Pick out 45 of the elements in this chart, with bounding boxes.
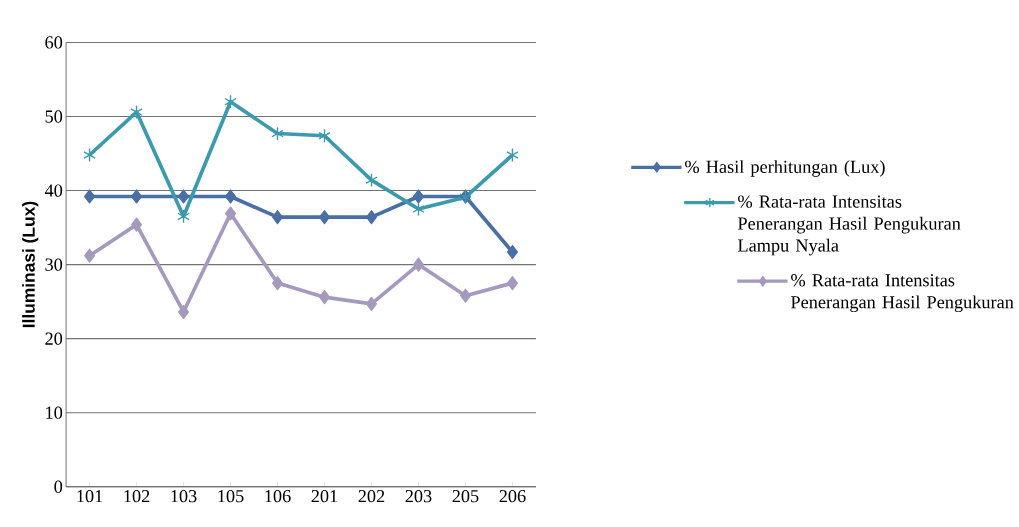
point [412,257,424,272]
point [506,275,518,290]
x-tick-label: 206 [499,489,526,503]
legend-label: % Hasil perhitungan (Lux) [685,159,885,177]
point [459,288,471,303]
point [225,189,237,204]
point [225,206,237,221]
x-tick-label: 105 [218,489,244,503]
x-tick-label: 103 [171,489,197,503]
point [131,189,143,204]
y-tick-label: 40 [44,184,63,197]
x-tick-label: 202 [358,489,385,503]
point [412,189,424,204]
point [318,128,331,143]
point [84,189,96,204]
point [178,304,190,319]
point [84,248,96,263]
point [224,94,237,109]
point [83,147,96,162]
point [130,104,143,119]
point [271,126,284,141]
point [506,147,519,162]
x-tick-label: 203 [405,489,432,503]
y-tick-label: 10 [46,406,63,419]
y-tick-label: 50 [45,110,63,123]
y-tick-label: 0 [54,480,63,493]
y-tick-label: 60 [45,36,63,49]
x-tick-label: 201 [311,489,338,503]
x-tick-label: 205 [452,489,479,503]
point [178,189,190,204]
y-tick-label: 20 [45,332,63,345]
point [412,201,425,216]
point [131,217,143,232]
x-tick-label: 102 [124,489,150,503]
point [365,172,378,188]
y-tick-label: 30 [45,258,63,271]
legend-label: % Rata-rata Intensitas Penerangan Hasil Pengukuran [791,273,1014,312]
point [506,244,518,259]
x-tick-label: 106 [265,489,291,503]
point [366,296,377,311]
y-axis-title: Illuminasi (Lux) [22,201,39,327]
point [272,275,283,290]
point [177,209,190,224]
x-tick-label: 101 [77,489,103,503]
legend-label: % Rata-rata Intensitas Penerangan Hasil Pengukuran Lampu Nyala [737,195,961,256]
